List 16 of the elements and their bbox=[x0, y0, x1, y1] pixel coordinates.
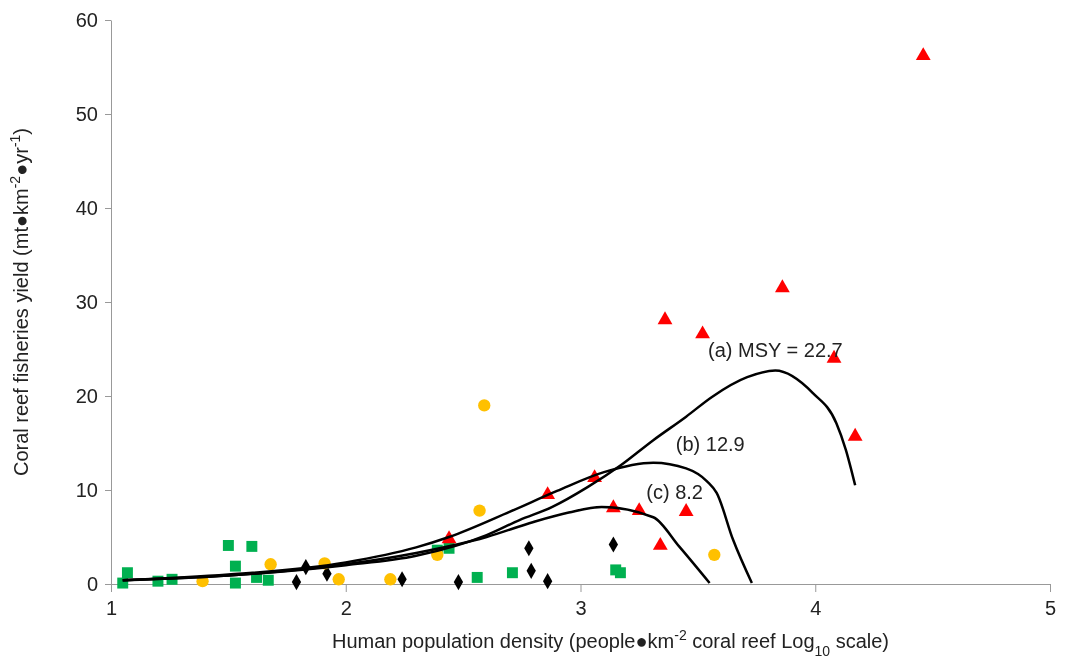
y-tick-label: 0 bbox=[86, 572, 98, 595]
y-tick-label: 40 bbox=[75, 196, 98, 219]
x-tick-label: 1 bbox=[105, 597, 118, 619]
annotation: (c) 8.2 bbox=[646, 480, 703, 503]
x-tick-label: 3 bbox=[575, 597, 587, 619]
y-tick-label: 50 bbox=[75, 102, 98, 125]
y-tick-label: 10 bbox=[75, 478, 98, 501]
y-tick-label: 20 bbox=[75, 384, 98, 407]
annotation: (b) 12.9 bbox=[675, 432, 745, 455]
annotation: (a) MSY = 22.7 bbox=[707, 338, 843, 361]
x-axis-title: Human population density (people●km$^{-2}$ coral reef Log$_{10}$ scale) bbox=[331, 627, 890, 659]
x-tick-label: 5 bbox=[1044, 597, 1057, 619]
y-tick-label: 30 bbox=[75, 290, 98, 313]
x-tick-label: 2 bbox=[340, 597, 352, 619]
x-tick-label: 4 bbox=[810, 597, 822, 619]
y-tick-label: 60 bbox=[75, 8, 98, 31]
